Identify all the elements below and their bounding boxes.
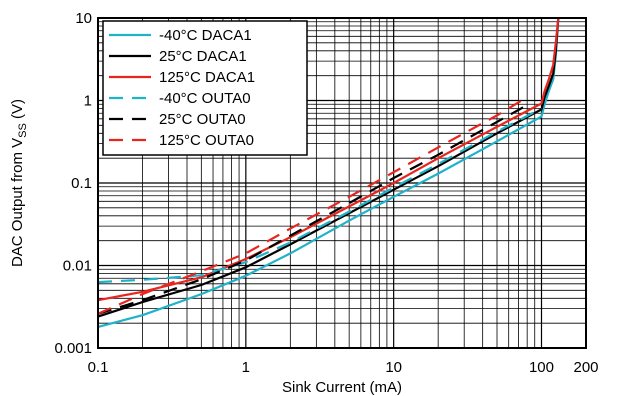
- series-line-5: [97, 104, 528, 315]
- legend-label: 125°C DACA1: [159, 69, 255, 86]
- y-tick-label: 1: [84, 93, 92, 110]
- plot-frame: [97, 17, 587, 349]
- legend-label: 25°C DACA1: [159, 48, 247, 65]
- x-tick-label: 100: [529, 359, 554, 376]
- series-line-6: [97, 96, 528, 315]
- legend-label: 25°C OUTA0: [159, 111, 246, 128]
- x-axis-label: Sink Current (mA): [282, 379, 402, 396]
- y-tick-label: 0.01: [63, 258, 92, 275]
- legend-label: -40°C DACA1: [159, 27, 252, 44]
- y-axis-label-main: DAC Output from V: [9, 138, 26, 267]
- series-line-2: [97, 17, 560, 318]
- y-axis-label-tail: (V): [9, 99, 26, 123]
- series-line-1: [97, 17, 560, 328]
- legend-label: 125°C OUTA0: [159, 132, 254, 149]
- legend-label: -40°C OUTA0: [159, 90, 251, 107]
- series-line-4: [97, 107, 543, 284]
- legend-box: [102, 20, 308, 156]
- y-tick-label: 0.001: [54, 340, 92, 357]
- y-axis-label-subscript: SS: [17, 123, 29, 138]
- series-lines: [97, 17, 560, 328]
- x-tick-label: 200: [573, 359, 598, 376]
- y-tick-labels: 0.001 0.01 0.1 1 10: [54, 10, 92, 357]
- y-tick-label: 10: [75, 10, 92, 27]
- x-tick-label: 0.1: [88, 359, 109, 376]
- legend: -40°C DACA1 25°C DACA1 125°C DACA1 -40°C OU…: [102, 20, 308, 156]
- y-axis-label: DAC Output from VSS (V): [9, 99, 29, 267]
- x-tick-label: 10: [385, 359, 402, 376]
- x-tick-labels: 0.1 1 10 100 200: [88, 359, 599, 376]
- y-tick-label: 0.1: [71, 175, 92, 192]
- x-tick-label: 1: [242, 359, 250, 376]
